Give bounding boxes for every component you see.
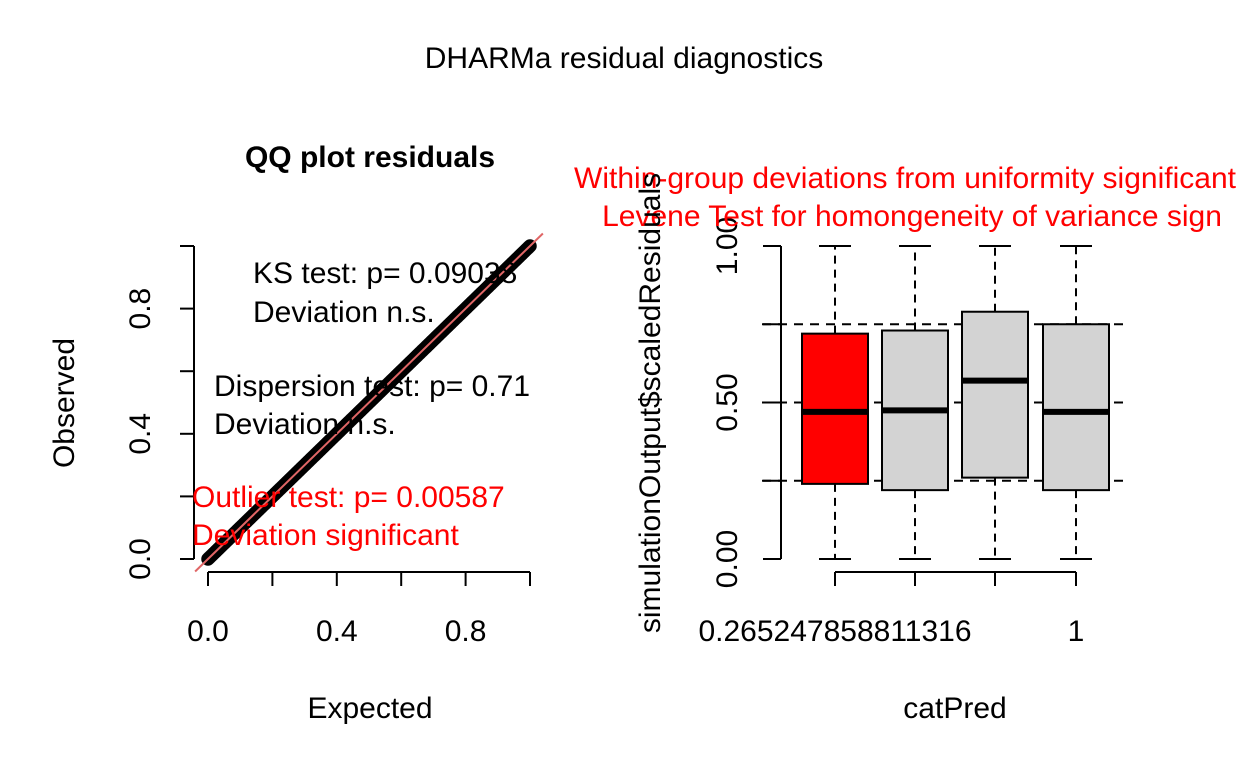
figure-title: DHARMa residual diagnostics — [425, 42, 824, 75]
qq-points — [201, 239, 537, 566]
boxplot-box — [961, 310, 1029, 479]
boxplot-axes: 0.00 0.50 1.00 0.265247858811316 1 — [698, 217, 1084, 648]
qq-x-tick-label: 0.4 — [316, 615, 358, 648]
boxplot-y-axis-label: simulationOutput$scaledResiduals — [634, 173, 667, 633]
boxplot-panel: 0.00 0.50 1.00 0.265247858811316 1 Within-gr… — [574, 162, 1237, 725]
outlier-test-text: Outlier test: p= 0.00587 — [192, 481, 505, 514]
qq-y-tick-label: 0.4 — [124, 413, 157, 455]
boxplot-x-tick-label: 0.265247858811316 — [698, 615, 971, 648]
qq-x-tick-label: 0.0 — [187, 615, 229, 648]
boxplot-box-group — [881, 245, 949, 560]
qq-x-tick-label: 0.8 — [445, 615, 487, 648]
boxplot-y-tick-label: 0.00 — [711, 530, 744, 588]
boxplot-title-line-2: Levene Test for homongeneity of variance… — [602, 200, 1222, 233]
boxplot-x-tick-label: 1 — [1068, 615, 1085, 648]
ks-test-text: KS test: p= 0.09038 — [253, 257, 517, 290]
dispersion-test-text: Dispersion test: p= 0.71 — [214, 370, 530, 403]
qq-y-tick-label: 0.8 — [124, 288, 157, 330]
boxplot-box-group — [1042, 245, 1110, 560]
qq-axes: 0.0 0.4 0.8 0.0 0.4 0.8 — [124, 245, 531, 648]
outlier-deviation-text: Deviation significant — [192, 519, 459, 552]
boxplot-boxes — [801, 245, 1110, 560]
boxplot-box-group — [961, 245, 1029, 560]
boxplot-y-tick-label: 0.50 — [711, 373, 744, 431]
qq-panel: QQ plot residuals Expected Observed 0.0 0… — [48, 141, 544, 725]
dispersion-deviation-text: Deviation n.s. — [214, 408, 396, 441]
qq-reference-line — [194, 232, 544, 573]
qq-x-axis-label: Expected — [307, 692, 432, 725]
qq-y-axis-label: Observed — [48, 338, 81, 468]
ks-deviation-text: Deviation n.s. — [253, 296, 435, 329]
boxplot-title-line-1: Within-group deviations from uniformity … — [574, 162, 1237, 195]
qq-title: QQ plot residuals — [245, 141, 495, 174]
boxplot-x-axis-label: catPred — [903, 692, 1006, 725]
boxplot-box — [801, 332, 869, 485]
qq-y-tick-label: 0.0 — [124, 538, 157, 580]
boxplot-box-group — [801, 245, 869, 560]
boxplot-y-tick-label: 1.00 — [711, 217, 744, 275]
boxplot-box — [1042, 323, 1110, 492]
qq-point — [523, 239, 537, 253]
